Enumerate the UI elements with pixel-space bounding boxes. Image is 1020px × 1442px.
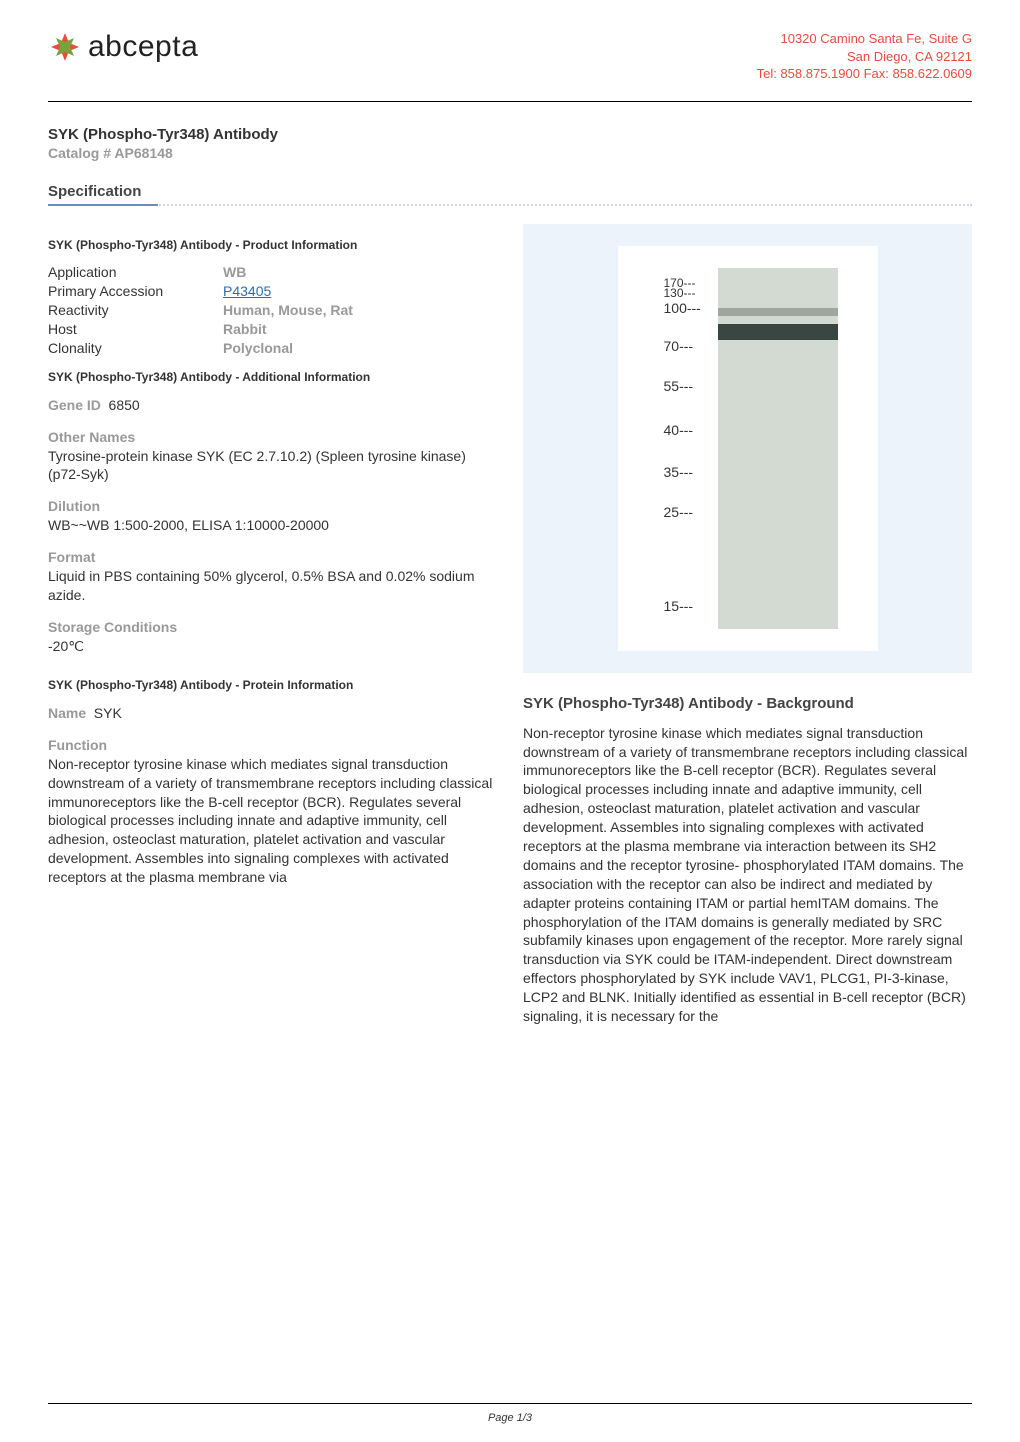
- property-value: Polyclonal: [223, 340, 493, 356]
- gel-marker-label: 70---: [664, 338, 694, 354]
- subheader-protein-info: SYK (Phospho-Tyr348) Antibody - Protein …: [48, 678, 493, 692]
- function-label: Function: [48, 737, 493, 753]
- name-label: Name: [48, 705, 86, 721]
- gel-band: [718, 324, 838, 340]
- gel-marker-label: 100---: [664, 300, 701, 316]
- property-label: Primary Accession: [48, 283, 223, 299]
- gel-image: 170---130---100---70---55---40---35---25…: [618, 246, 878, 651]
- section-header-text: Specification: [48, 183, 141, 200]
- accession-link[interactable]: P43405: [223, 283, 493, 299]
- property-label: Application: [48, 264, 223, 280]
- page-footer: Page 1/3: [48, 1403, 972, 1424]
- property-label: Reactivity: [48, 302, 223, 318]
- logo: abcepta: [48, 30, 198, 64]
- dilution-body: WB~~WB 1:500-2000, ELISA 1:10000-20000: [48, 516, 493, 535]
- contact-line: San Diego, CA 92121: [757, 48, 972, 66]
- gene-id-value: 6850: [109, 397, 140, 413]
- function-body: Non-receptor tyrosine kinase which media…: [48, 755, 493, 887]
- property-value: Rabbit: [223, 321, 493, 337]
- gel-marker-label: 35---: [664, 464, 694, 480]
- dilution-label: Dilution: [48, 498, 493, 514]
- subheader-additional-info: SYK (Phospho-Tyr348) Antibody - Addition…: [48, 370, 493, 384]
- gel-marker-label: 130---: [664, 286, 696, 300]
- property-table: ApplicationWBPrimary AccessionP43405Reac…: [48, 264, 493, 356]
- product-title: SYK (Phospho-Tyr348) Antibody: [48, 126, 972, 143]
- gel-marker-label: 15---: [664, 598, 694, 614]
- subheader-product-info: SYK (Phospho-Tyr348) Antibody - Product …: [48, 238, 493, 252]
- gel-band: [718, 308, 838, 316]
- background-title: SYK (Phospho-Tyr348) Antibody - Backgrou…: [523, 695, 972, 712]
- other-names-body: Tyrosine-protein kinase SYK (EC 2.7.10.2…: [48, 447, 493, 485]
- gel-marker-label: 55---: [664, 378, 694, 394]
- logo-icon: [48, 30, 82, 64]
- format-label: Format: [48, 549, 493, 565]
- gene-id-label: Gene ID: [48, 397, 101, 413]
- storage-label: Storage Conditions: [48, 619, 493, 635]
- catalog-number: Catalog # AP68148: [48, 145, 972, 161]
- contact-block: 10320 Camino Santa Fe, Suite G San Diego…: [757, 30, 972, 83]
- contact-line: 10320 Camino Santa Fe, Suite G: [757, 30, 972, 48]
- page-number: Page 1/3: [488, 1412, 532, 1424]
- format-body: Liquid in PBS containing 50% glycerol, 0…: [48, 567, 493, 605]
- right-column: 170---130---100---70---55---40---35---25…: [523, 224, 972, 1026]
- property-value: WB: [223, 264, 493, 280]
- left-column: SYK (Phospho-Tyr348) Antibody - Product …: [48, 224, 493, 887]
- section-header-specification: Specification: [48, 183, 972, 206]
- property-label: Host: [48, 321, 223, 337]
- property-value: Human, Mouse, Rat: [223, 302, 493, 318]
- property-label: Clonality: [48, 340, 223, 356]
- contact-line: Tel: 858.875.1900 Fax: 858.622.0609: [757, 65, 972, 83]
- content-columns: SYK (Phospho-Tyr348) Antibody - Product …: [48, 224, 972, 1026]
- storage-body: -20℃: [48, 637, 493, 656]
- name-value: SYK: [94, 705, 122, 721]
- gel-marker-label: 25---: [664, 504, 694, 520]
- logo-text: abcepta: [88, 30, 198, 64]
- gel-lane: [718, 268, 838, 629]
- gel-image-frame: 170---130---100---70---55---40---35---25…: [523, 224, 972, 673]
- background-body: Non-receptor tyrosine kinase which media…: [523, 724, 972, 1026]
- other-names-label: Other Names: [48, 429, 493, 445]
- page-header: abcepta 10320 Camino Santa Fe, Suite G S…: [48, 30, 972, 102]
- gel-marker-label: 40---: [664, 422, 694, 438]
